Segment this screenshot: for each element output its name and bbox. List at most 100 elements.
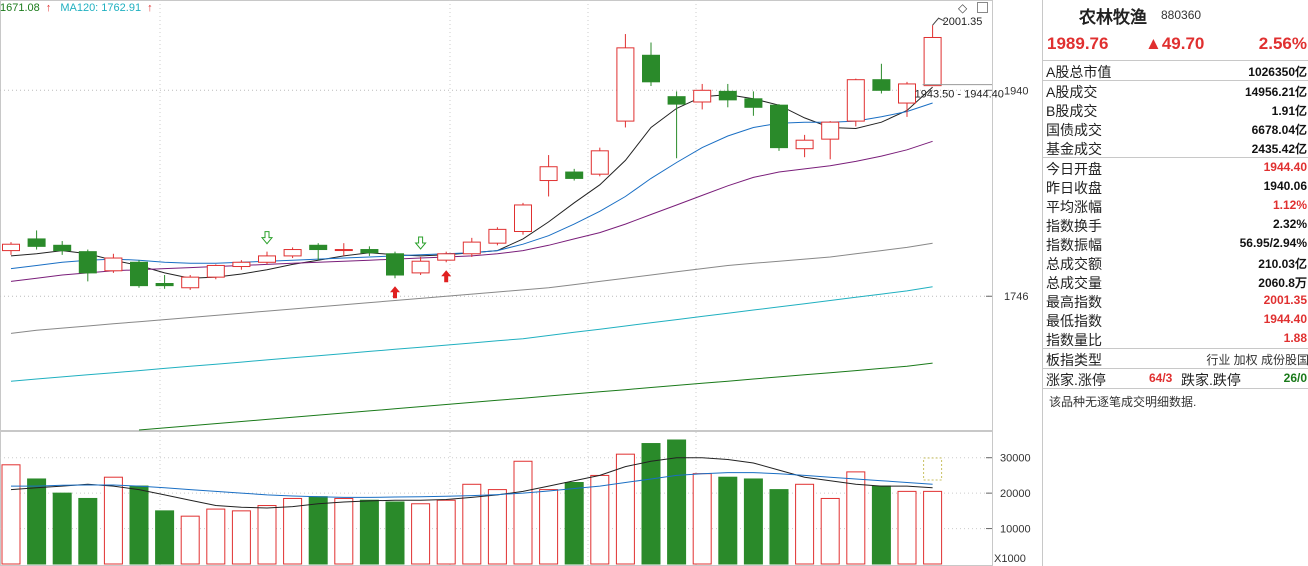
price-frame	[0, 0, 993, 431]
volume-bar	[103, 476, 123, 565]
group3-label: 平均涨幅	[1046, 199, 1102, 215]
volume-unit: X1000	[994, 553, 1026, 565]
candle-body	[693, 89, 712, 103]
group2-label: B股成交	[1046, 103, 1098, 119]
volume-bar	[462, 483, 482, 565]
sector-type-value[interactable]: 行业 加权 成份股国	[1206, 353, 1308, 367]
volume-bar	[231, 510, 251, 565]
sector-type-label: 板指类型	[1046, 352, 1102, 368]
percent-change: 2.56%	[1258, 34, 1307, 53]
group3-value: 210.03亿	[1258, 257, 1307, 271]
quote-panel: 农林牧渔 880360 1989.76 ▲49.70 2.56% A股总市值 10…	[1042, 0, 1308, 566]
candle-body	[78, 251, 97, 274]
group3-value: 2.32%	[1272, 217, 1307, 231]
legend-value-1: 1671.08 ↑	[0, 2, 52, 14]
high-marker	[932, 17, 945, 26]
group3-row: 今日开盘 1944.40	[1043, 158, 1308, 177]
diamond-icon[interactable]: ◇	[958, 1, 968, 15]
panel-header: 农林牧渔 880360	[1043, 0, 1308, 30]
group3-value: 56.95/2.94%	[1239, 236, 1307, 250]
group1-row: A股总市值 1026350亿	[1043, 61, 1308, 80]
candle-body	[667, 96, 686, 105]
volume-bar	[411, 503, 431, 565]
volume-bar	[180, 515, 200, 565]
price-tick-label: 1746	[1004, 291, 1028, 303]
group3-value: 1.12%	[1272, 198, 1307, 212]
volume-bar	[359, 499, 379, 565]
group3-value: 2060.8万	[1258, 276, 1307, 290]
candle-body	[27, 238, 46, 247]
group2-row: 基金成交 2435.42亿	[1043, 138, 1308, 157]
candle-body	[744, 98, 763, 108]
volume-ma-line-0	[10, 457, 933, 509]
volume-bar	[871, 485, 891, 565]
candle-body	[795, 139, 814, 150]
group2-value: 1.91亿	[1271, 104, 1307, 118]
candle-body	[258, 255, 276, 263]
price-row: 1989.76 ▲49.70 2.56%	[1043, 30, 1308, 61]
group3-row: 指数量比 1.88	[1043, 329, 1308, 348]
candle-body	[898, 83, 916, 104]
candle-body	[488, 228, 507, 244]
candle-body	[386, 253, 404, 276]
volume-bar	[795, 483, 815, 565]
volume-ma-line-1	[11, 472, 933, 498]
sector-type-row: 板指类型 行业 加权 成份股国	[1043, 348, 1308, 368]
volume-bar	[692, 473, 712, 565]
updown-row: 涨家.涨停 64/3 跌家.跌停 26/0	[1043, 368, 1308, 389]
candle-body	[437, 253, 456, 261]
buy-arrow-icon	[390, 286, 400, 299]
volume-bar	[590, 474, 610, 565]
ma-line-5	[138, 362, 933, 431]
volume-bar	[820, 497, 840, 565]
range-label: 1943.50 - 1944.40	[915, 89, 1004, 101]
group3-row: 最低指数 1944.40	[1043, 310, 1308, 329]
group3-row: 总成交量 2060.8万	[1043, 272, 1308, 291]
high-label: 2001.35	[943, 16, 983, 28]
ma-line-3	[10, 242, 933, 334]
group2-row: A股成交 14956.21亿	[1043, 81, 1308, 100]
legend-ma120: MA120: 1762.91 ↑	[60, 2, 153, 14]
volume-tick-label: 20000	[1000, 488, 1031, 500]
updown-value: 64/3	[1149, 371, 1173, 385]
volume-bar	[1, 464, 21, 565]
candle-body	[514, 204, 532, 232]
group3-label: 总成交额	[1046, 256, 1102, 272]
candle-body	[821, 121, 840, 140]
candle-body	[334, 249, 353, 252]
buy-arrow-icon	[441, 270, 452, 283]
volume-tick-label: 10000	[1000, 524, 1031, 536]
group3-row: 指数振幅 56.95/2.94%	[1043, 234, 1308, 253]
group3-label: 指数振幅	[1046, 237, 1102, 253]
candle-body	[770, 104, 788, 149]
group2-row: 国债成交 6678.04亿	[1043, 119, 1308, 138]
group3-row: 指数换手 2.32%	[1043, 215, 1308, 234]
volume-bar	[436, 499, 456, 565]
group2-value: 14956.21亿	[1244, 85, 1307, 99]
volume-tick-label: 30000	[1000, 453, 1031, 465]
candle-body	[565, 171, 584, 179]
candlestick-chart[interactable]: 1940 1746 30000 20000 10000 X1000 2001.35 1943.…	[0, 0, 1042, 566]
volume-bar	[513, 460, 533, 565]
group2-value: 6678.04亿	[1251, 123, 1307, 137]
candle-body	[360, 249, 379, 254]
group3-label: 今日开盘	[1046, 161, 1102, 177]
price-tick-label: 1940	[1004, 85, 1028, 97]
volume-bar	[334, 497, 354, 565]
group3-label: 指数换手	[1046, 218, 1102, 234]
group3-value: 1944.40	[1263, 160, 1307, 174]
candle-body	[130, 261, 148, 287]
group3-value: 1.88	[1283, 331, 1307, 345]
candle-body	[53, 244, 72, 252]
group3-label: 指数量比	[1046, 332, 1102, 348]
group3-row: 平均涨幅 1.12%	[1043, 196, 1308, 215]
volume-bar	[155, 510, 175, 565]
group3-label: 最高指数	[1046, 294, 1102, 310]
group2-value: 2435.42亿	[1251, 142, 1307, 156]
candle-body	[539, 166, 558, 182]
scroll-box-icon[interactable]	[976, 2, 988, 13]
volume-bar	[308, 496, 328, 565]
group2-label: 基金成交	[1046, 141, 1102, 157]
forecast-box	[923, 457, 943, 481]
candle-body	[642, 54, 660, 83]
